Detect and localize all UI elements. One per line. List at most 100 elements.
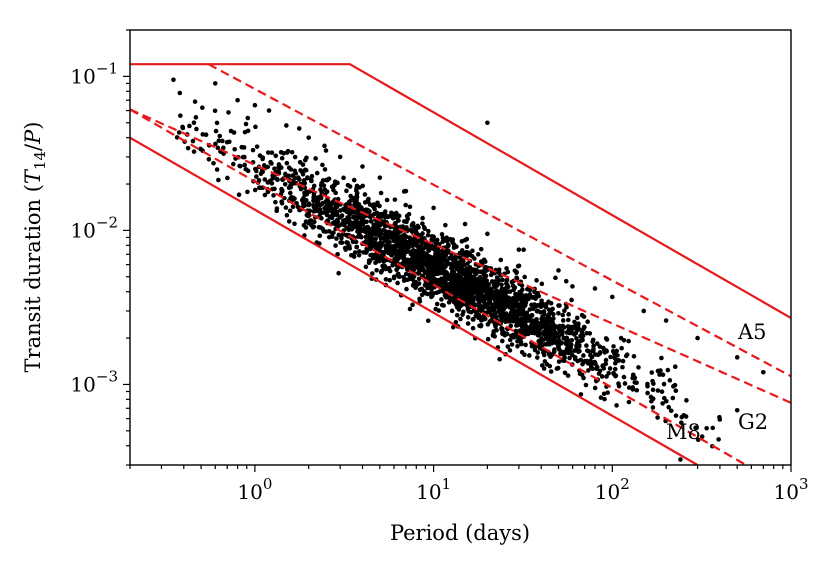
data-point	[369, 237, 375, 243]
data-point	[282, 171, 288, 177]
data-point	[493, 311, 498, 316]
data-point	[402, 245, 408, 250]
data-point	[417, 251, 423, 257]
data-point	[429, 266, 435, 272]
data-point	[544, 322, 550, 328]
data-point	[413, 229, 419, 235]
data-point	[232, 146, 237, 152]
data-point	[514, 302, 519, 308]
data-point	[252, 102, 258, 108]
data-point	[567, 355, 572, 361]
line-g2	[130, 108, 791, 404]
data-point	[456, 267, 461, 272]
data-point	[498, 257, 504, 263]
data-point	[374, 210, 380, 216]
data-point	[541, 366, 547, 371]
data-point	[436, 289, 442, 295]
data-point	[649, 370, 655, 375]
data-point	[505, 269, 511, 275]
data-point	[460, 283, 466, 289]
data-point	[514, 275, 519, 281]
data-point	[333, 212, 339, 218]
data-point	[311, 209, 317, 214]
data-point	[574, 327, 580, 332]
data-point	[434, 255, 440, 261]
data-point	[575, 322, 581, 328]
data-point	[344, 188, 349, 194]
data-point	[290, 178, 296, 184]
data-point	[610, 294, 615, 300]
data-point	[470, 325, 476, 331]
data-point	[215, 145, 221, 151]
y-axis-label-part: Transit duration (	[21, 184, 45, 372]
data-point	[556, 303, 561, 308]
data-point	[516, 247, 522, 252]
data-point	[214, 167, 220, 172]
data-point	[409, 249, 415, 254]
data-point	[403, 225, 408, 231]
data-point	[577, 338, 583, 344]
data-point	[347, 243, 352, 249]
data-point	[490, 295, 495, 300]
data-point	[306, 201, 312, 207]
data-point	[366, 228, 372, 234]
data-point	[193, 115, 199, 120]
data-point	[282, 181, 288, 187]
data-point	[505, 282, 510, 288]
data-point	[253, 168, 259, 174]
data-point	[589, 361, 594, 367]
data-point	[574, 343, 579, 349]
data-point	[497, 300, 502, 306]
data-point	[641, 308, 647, 314]
data-point	[424, 255, 429, 261]
data-point	[626, 385, 632, 390]
data-point	[407, 235, 412, 240]
data-point	[535, 326, 540, 332]
data-point	[379, 252, 385, 258]
data-point	[599, 374, 605, 379]
data-point	[494, 315, 499, 320]
data-point	[329, 230, 335, 236]
data-point	[316, 224, 322, 230]
data-point	[245, 115, 251, 121]
data-point	[666, 404, 672, 410]
data-point	[292, 154, 298, 160]
data-point	[670, 395, 676, 401]
data-point	[235, 97, 240, 103]
data-point	[471, 317, 476, 322]
data-point	[296, 126, 302, 131]
data-point	[473, 279, 479, 285]
data-point	[661, 381, 667, 387]
data-point	[548, 369, 554, 374]
data-point	[347, 222, 353, 227]
data-point	[507, 337, 513, 343]
data-point	[449, 265, 455, 271]
data-point	[553, 275, 558, 281]
data-point	[601, 391, 607, 397]
data-point	[604, 337, 610, 342]
data-point	[220, 138, 225, 144]
data-point	[453, 319, 459, 325]
data-point	[544, 301, 549, 307]
data-point	[695, 335, 700, 341]
data-point	[278, 150, 284, 155]
data-point	[304, 155, 309, 161]
line-a5	[207, 63, 791, 378]
data-point	[605, 390, 610, 395]
data-point	[431, 271, 437, 276]
data-point	[404, 286, 409, 292]
data-point	[395, 241, 401, 247]
data-point	[300, 171, 306, 177]
data-point	[408, 263, 413, 268]
data-point	[636, 365, 641, 370]
data-point	[655, 388, 661, 393]
data-point	[493, 324, 498, 329]
data-point	[561, 358, 567, 364]
data-point	[540, 314, 545, 320]
data-point	[372, 206, 377, 212]
data-point	[496, 306, 502, 312]
data-point	[450, 324, 456, 330]
data-point	[410, 302, 415, 308]
data-point	[509, 342, 515, 347]
data-point	[383, 234, 389, 240]
